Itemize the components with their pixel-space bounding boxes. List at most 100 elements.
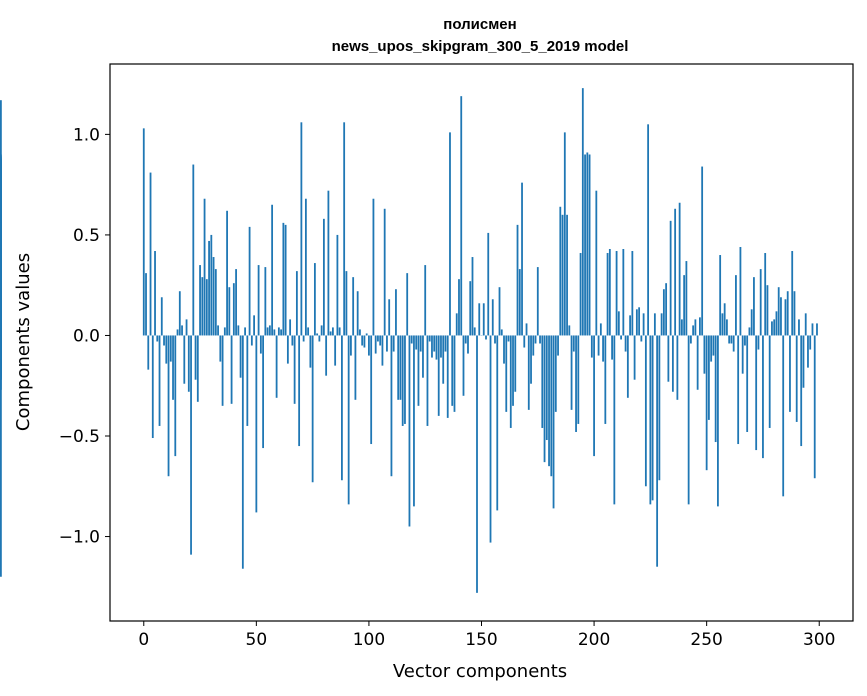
bar <box>192 164 195 336</box>
bar <box>259 335 262 354</box>
bar <box>379 335 382 346</box>
bar <box>514 335 517 392</box>
bar <box>201 277 204 336</box>
bar <box>419 335 422 352</box>
bar <box>656 335 659 567</box>
bar <box>203 198 206 336</box>
bar <box>500 329 503 336</box>
bar <box>212 257 215 336</box>
bar <box>572 335 575 352</box>
bar <box>250 335 253 346</box>
bar <box>390 335 393 477</box>
bar <box>516 224 519 336</box>
bar <box>566 214 568 336</box>
bar <box>771 321 773 336</box>
bar <box>597 335 600 356</box>
bar <box>617 311 620 336</box>
bar <box>746 335 749 432</box>
bar <box>717 335 719 507</box>
bar <box>388 299 391 336</box>
bar <box>372 198 375 336</box>
bar <box>575 335 577 432</box>
bar <box>154 251 156 336</box>
bar <box>714 335 717 443</box>
bar <box>352 277 355 336</box>
bar <box>809 335 812 350</box>
bar <box>541 335 544 428</box>
bar <box>172 335 174 400</box>
bar <box>451 335 454 406</box>
bar <box>491 299 494 336</box>
bar <box>329 331 332 336</box>
bar <box>316 333 319 336</box>
bar <box>449 132 451 336</box>
bar <box>187 335 190 392</box>
bar <box>354 335 357 400</box>
bar <box>552 335 555 509</box>
bar <box>584 154 586 336</box>
bar <box>163 335 165 346</box>
bar <box>219 335 222 362</box>
bar <box>151 335 154 439</box>
bar <box>221 335 224 406</box>
bar <box>498 287 501 336</box>
bar <box>608 249 611 336</box>
bar <box>266 327 269 336</box>
bar <box>694 319 697 336</box>
bar <box>307 327 310 336</box>
x-tick-label: 100 <box>353 630 385 650</box>
bar <box>687 335 690 505</box>
y-axis-label: Components values <box>13 253 34 431</box>
bar <box>683 275 686 336</box>
bar <box>665 283 668 336</box>
bar <box>554 335 557 412</box>
bar <box>298 335 301 447</box>
bar <box>759 269 762 336</box>
bar <box>615 251 618 336</box>
bar <box>782 335 785 497</box>
bar <box>635 309 638 336</box>
bar <box>588 154 591 336</box>
bar <box>142 128 145 336</box>
bar <box>518 269 521 336</box>
bar <box>196 335 199 402</box>
y-tick-label: 0.5 <box>73 226 100 246</box>
bar <box>253 315 255 336</box>
bar <box>262 335 264 449</box>
x-tick-label: 0 <box>138 630 149 650</box>
bar <box>417 335 420 406</box>
x-axis-ticks: 0 50 100 150 200 250 300 <box>138 621 835 650</box>
bar <box>433 335 436 352</box>
bar <box>777 287 780 336</box>
bar <box>145 273 147 336</box>
bar <box>728 335 731 344</box>
bar <box>633 335 636 380</box>
bar <box>271 204 274 336</box>
bar <box>658 335 661 481</box>
x-tick-label: 200 <box>578 630 610 650</box>
bar <box>786 291 789 336</box>
bar <box>721 313 724 336</box>
bar <box>422 335 424 378</box>
bar <box>726 319 728 336</box>
bar <box>442 335 445 384</box>
bar <box>347 335 350 505</box>
bar <box>813 335 816 479</box>
bar <box>0 335 2 360</box>
bar <box>523 335 526 348</box>
bar <box>181 325 183 336</box>
bar <box>568 325 571 336</box>
bar <box>404 335 406 424</box>
bar <box>712 335 715 356</box>
bar <box>440 335 442 358</box>
bar <box>536 267 539 336</box>
bar <box>444 335 447 352</box>
bar <box>590 335 593 358</box>
bar <box>350 335 352 356</box>
x-tick-label: 300 <box>803 630 835 650</box>
y-axis-ticks: −1.0 −0.5 0.0 0.5 1.0 <box>59 125 110 548</box>
bar <box>689 335 692 344</box>
bar <box>755 335 758 451</box>
bar <box>640 335 643 342</box>
bar <box>685 261 688 336</box>
